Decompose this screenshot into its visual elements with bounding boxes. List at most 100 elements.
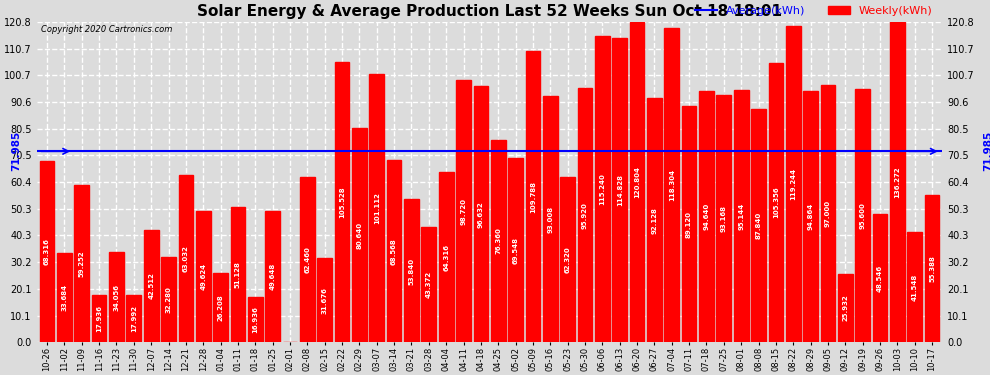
- Text: 115.240: 115.240: [599, 174, 605, 206]
- Text: 94.640: 94.640: [704, 203, 710, 230]
- Bar: [577, 88, 592, 342]
- Bar: [439, 172, 453, 342]
- Bar: [907, 232, 922, 342]
- Text: 101.112: 101.112: [374, 192, 380, 224]
- Text: 41.548: 41.548: [912, 274, 918, 301]
- Bar: [682, 106, 697, 342]
- Text: 16.936: 16.936: [252, 306, 258, 333]
- Text: 48.546: 48.546: [877, 264, 883, 291]
- Text: 26.208: 26.208: [218, 294, 224, 321]
- Text: 34.056: 34.056: [114, 284, 120, 311]
- Text: 69.548: 69.548: [513, 237, 519, 264]
- Bar: [595, 36, 610, 342]
- Text: 25.932: 25.932: [842, 295, 848, 321]
- Bar: [213, 273, 228, 342]
- Text: 71.985: 71.985: [11, 131, 21, 171]
- Text: 17.936: 17.936: [96, 305, 102, 332]
- Bar: [57, 253, 72, 342]
- Text: 17.992: 17.992: [131, 305, 137, 332]
- Bar: [387, 160, 402, 342]
- Text: 109.788: 109.788: [530, 181, 536, 213]
- Bar: [300, 177, 315, 342]
- Bar: [335, 62, 349, 342]
- Text: 31.676: 31.676: [322, 287, 328, 314]
- Text: 97.000: 97.000: [825, 200, 831, 227]
- Bar: [473, 86, 488, 342]
- Bar: [109, 252, 124, 342]
- Text: 114.828: 114.828: [617, 174, 623, 206]
- Text: 55.388: 55.388: [929, 255, 936, 282]
- Text: 42.512: 42.512: [148, 273, 154, 299]
- Bar: [178, 175, 193, 342]
- Bar: [872, 213, 887, 342]
- Bar: [751, 109, 766, 342]
- Bar: [248, 297, 262, 342]
- Text: 118.304: 118.304: [669, 170, 675, 201]
- Bar: [786, 26, 801, 342]
- Text: 43.372: 43.372: [426, 271, 432, 298]
- Text: 89.120: 89.120: [686, 211, 692, 238]
- Bar: [369, 74, 384, 342]
- Text: 136.272: 136.272: [894, 166, 900, 198]
- Text: 87.840: 87.840: [755, 212, 761, 240]
- Bar: [717, 95, 732, 342]
- Bar: [318, 258, 332, 342]
- Text: 64.316: 64.316: [444, 243, 449, 270]
- Text: Copyright 2020 Cartronics.com: Copyright 2020 Cartronics.com: [42, 25, 172, 34]
- Text: 76.360: 76.360: [495, 228, 501, 255]
- Text: 62.460: 62.460: [304, 246, 310, 273]
- Bar: [925, 195, 940, 342]
- Bar: [74, 185, 89, 342]
- Text: 98.720: 98.720: [460, 198, 466, 225]
- Text: 93.168: 93.168: [721, 205, 727, 232]
- Text: 49.624: 49.624: [200, 263, 206, 290]
- Bar: [231, 207, 246, 342]
- Bar: [526, 51, 541, 342]
- Bar: [560, 177, 575, 342]
- Bar: [127, 295, 142, 342]
- Text: 92.128: 92.128: [651, 207, 657, 234]
- Text: 105.528: 105.528: [339, 186, 346, 218]
- Bar: [352, 128, 366, 342]
- Bar: [803, 91, 818, 342]
- Bar: [92, 295, 107, 342]
- Legend: Average(kWh), Weekly(kWh): Average(kWh), Weekly(kWh): [690, 2, 937, 21]
- Bar: [699, 91, 714, 342]
- Text: 95.920: 95.920: [582, 202, 588, 228]
- Bar: [404, 200, 419, 342]
- Bar: [196, 211, 211, 342]
- Text: 105.356: 105.356: [773, 187, 779, 218]
- Text: 71.985: 71.985: [983, 131, 990, 171]
- Bar: [613, 38, 627, 342]
- Text: 68.568: 68.568: [391, 238, 397, 265]
- Bar: [161, 257, 176, 342]
- Bar: [664, 28, 679, 342]
- Title: Solar Energy & Average Production Last 52 Weeks Sun Oct 18 18:01: Solar Energy & Average Production Last 5…: [197, 4, 782, 19]
- Text: 95.144: 95.144: [739, 202, 744, 230]
- Text: 63.032: 63.032: [183, 245, 189, 272]
- Bar: [630, 22, 644, 342]
- Text: 96.632: 96.632: [478, 201, 484, 228]
- Text: 51.128: 51.128: [235, 261, 241, 288]
- Bar: [144, 230, 158, 342]
- Text: 94.864: 94.864: [808, 203, 814, 230]
- Bar: [821, 85, 836, 342]
- Bar: [265, 211, 280, 342]
- Bar: [734, 90, 748, 342]
- Text: 93.008: 93.008: [547, 206, 553, 232]
- Text: 120.804: 120.804: [634, 166, 641, 198]
- Bar: [855, 88, 870, 342]
- Text: 32.280: 32.280: [165, 286, 171, 313]
- Bar: [838, 274, 852, 342]
- Text: 49.648: 49.648: [269, 263, 275, 290]
- Bar: [491, 140, 506, 342]
- Text: 53.840: 53.840: [409, 257, 415, 285]
- Bar: [768, 63, 783, 342]
- Text: 80.640: 80.640: [356, 222, 362, 249]
- Bar: [456, 80, 471, 342]
- Text: 33.684: 33.684: [61, 284, 67, 311]
- Text: 59.252: 59.252: [79, 251, 85, 277]
- Bar: [422, 227, 437, 342]
- Text: 95.600: 95.600: [859, 202, 865, 229]
- Text: 62.320: 62.320: [564, 246, 570, 273]
